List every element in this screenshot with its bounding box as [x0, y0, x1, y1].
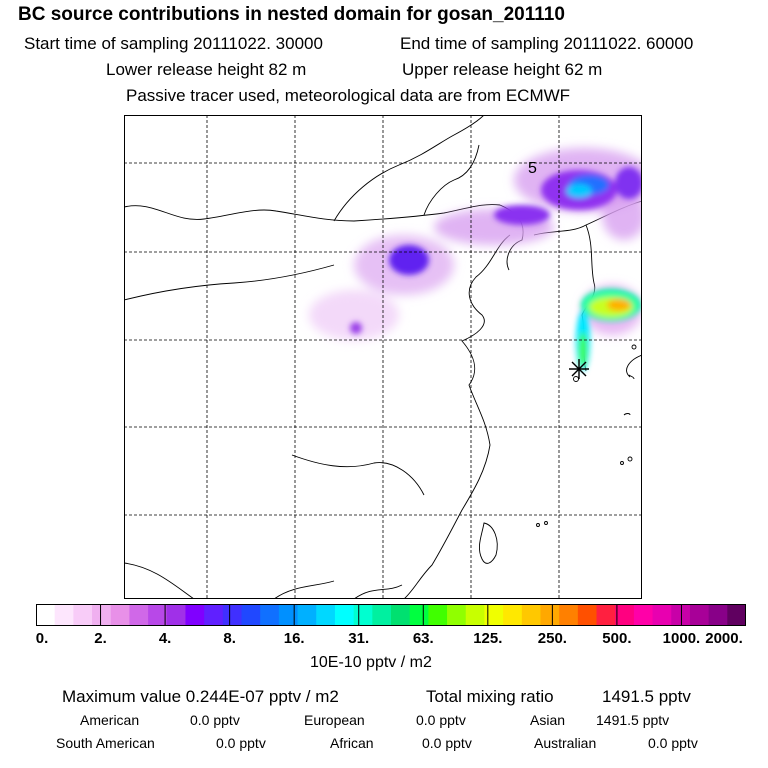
colorbar-swatch: [484, 604, 504, 626]
colorbar-swatch: [577, 604, 598, 626]
colorbar-swatch: [353, 604, 373, 626]
colorbar-swatch: [671, 604, 691, 626]
colorbar-swatch: [73, 604, 93, 626]
colorbar-tick-label: 500.: [602, 630, 632, 647]
receptor-marker: [569, 359, 589, 379]
asian-label: Asian: [530, 712, 566, 728]
upper-release-height: Upper release height 62 m: [402, 60, 603, 79]
start-time: Start time of sampling 20111022. 30000: [24, 34, 323, 53]
colorbar-tick-label: 16.: [283, 630, 305, 647]
islands: [536, 344, 637, 527]
colorbar-swatch: [559, 604, 579, 626]
colorbar-tick-label: 2000.: [705, 630, 743, 647]
colorbar-swatch: [278, 604, 299, 626]
asian-value: 1491.5 pptv: [596, 712, 670, 728]
colorbar-border: [36, 604, 746, 626]
colorbar-tick-label: 250.: [537, 630, 567, 647]
colorbar-swatch: [204, 604, 224, 626]
colorbar-swatch: [596, 604, 616, 626]
map-plot: 5: [124, 115, 642, 599]
tracer-note: Passive tracer used, meteorological data…: [126, 86, 571, 105]
colorbar-swatch: [129, 604, 149, 626]
total-mixing-value: 1491.5 pptv: [602, 687, 691, 706]
european-value: 0.0 pptv: [416, 712, 466, 728]
colorbar-swatch: [92, 604, 112, 626]
colorbar-swatch: [727, 604, 746, 626]
colorbar-swatch: [465, 604, 486, 626]
colorbar-tick-label: 2.: [94, 630, 107, 647]
african-label: African: [330, 735, 374, 751]
australian-label: Australian: [534, 735, 597, 751]
colorbar-swatch: [54, 604, 74, 626]
colorbar-swatch: [148, 604, 168, 626]
american-label: American: [80, 712, 140, 728]
european-label: European: [304, 712, 365, 728]
australian-value: 0.0 pptv: [648, 735, 698, 751]
colorbar-unit: 10E-10 pptv / m2: [310, 654, 432, 671]
colorbar-tick-label: 8.: [223, 630, 236, 647]
colorbar-swatch: [633, 604, 654, 626]
colorbar-swatch: [185, 604, 205, 626]
south-american-label: South American: [56, 735, 155, 751]
colorbar-swatch: [334, 604, 355, 626]
colorbar: [36, 604, 746, 626]
colorbar-swatch: [391, 604, 411, 626]
colorbar-swatch: [540, 604, 560, 626]
chart-title: BC source contributions in nested domain…: [18, 4, 565, 25]
end-time: End time of sampling 20111022. 60000: [400, 34, 694, 53]
colorbar-swatch: [241, 604, 261, 626]
colorbar-tick-label: 1000.: [662, 630, 701, 647]
lower-release-height: Lower release height 82 m: [106, 60, 307, 79]
colorbar-tick-label: 125.: [473, 630, 503, 647]
lat-lon-grid: [124, 115, 642, 599]
colorbar-tick-label: 63.: [412, 630, 434, 647]
colorbar-swatch: [428, 604, 448, 626]
maximum-value: Maximum value 0.244E-07 pptv / m2: [62, 687, 339, 706]
colorbar-swatch: [708, 604, 728, 626]
american-value: 0.0 pptv: [190, 712, 240, 728]
colorbar-swatch: [110, 604, 131, 626]
colorbar-swatch: [689, 604, 710, 626]
colorbar-swatch: [652, 604, 672, 626]
colorbar-tick-label: 31.: [348, 630, 370, 647]
colorbar-swatch: [297, 604, 317, 626]
colorbar-tick-label: 4.: [158, 630, 172, 647]
contour-label: 5: [528, 160, 537, 177]
colorbar-swatch: [503, 604, 523, 626]
colorbar-swatch: [447, 604, 467, 626]
colorbar-swatch: [409, 604, 429, 626]
colorbar-swatch: [521, 604, 542, 626]
concentration-field: [309, 148, 642, 371]
colorbar-swatch: [36, 604, 56, 626]
colorbar-swatch: [166, 604, 187, 626]
african-value: 0.0 pptv: [422, 735, 472, 751]
colorbar-tick-label: 0.: [35, 630, 49, 647]
total-mixing-label: Total mixing ratio: [426, 687, 554, 706]
colorbar-swatch: [372, 604, 392, 626]
colorbar-swatch: [260, 604, 280, 626]
colorbar-swatch: [222, 604, 243, 626]
colorbar-swatch: [316, 604, 336, 626]
colorbar-swatch: [615, 604, 635, 626]
south-american-value: 0.0 pptv: [216, 735, 266, 751]
